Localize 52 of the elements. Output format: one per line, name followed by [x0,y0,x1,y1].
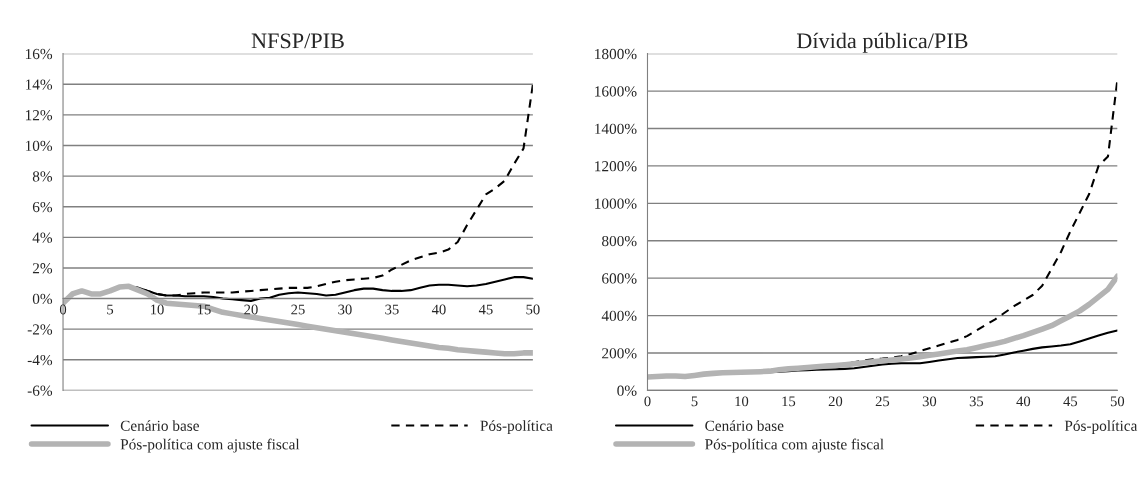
y-tick-label: -4% [27,354,53,366]
x-tick-label: 40 [431,304,446,315]
x-tick-label: 0 [644,396,651,407]
y-tick-label: 10% [25,140,53,152]
chart-title: Dívida pública/PIB [796,32,968,53]
x-tick-label: 5 [691,396,698,407]
chart-title: NFSP/PIB [251,33,344,49]
x-tick-label: 40 [1016,396,1031,407]
legend-label: Pós-política com ajuste fiscal [705,438,884,453]
y-tick-label: 200% [602,348,637,359]
x-tick-label: 10 [735,396,749,407]
legend-label: Pós-política com ajuste fiscal [120,438,300,453]
legend-label: Cenário base [120,420,199,431]
y-tick-label: 8% [32,171,53,182]
x-tick-label: 30 [922,396,937,407]
x-tick-label: 15 [782,396,796,407]
y-tick-label: 0% [617,385,637,396]
x-tick-label: 35 [385,304,399,315]
legend-label: Pós-política [480,420,553,435]
x-tick-label: 15 [197,304,211,315]
y-tick-label: 800% [602,235,637,247]
x-tick-label: 25 [291,304,305,315]
y-tick-label: -6% [27,385,53,396]
legend-label: Pós-política [1064,420,1138,435]
x-tick-label: 5 [107,304,114,315]
x-tick-label: 20 [244,304,258,315]
y-tick-label: 1800% [595,48,637,60]
x-tick-label: 45 [1063,396,1078,407]
y-tick-label: 1400% [595,123,637,135]
x-tick-label: 0 [59,304,67,315]
x-tick-label: 10 [150,304,164,315]
y-tick-label: 400% [601,310,637,322]
x-tick-label: 30 [338,304,352,315]
y-tick-label: 0% [32,293,53,305]
y-tick-label: 2% [32,263,53,274]
y-tick-label: 14% [25,79,53,90]
x-tick-label: 25 [875,396,890,407]
x-tick-label: 35 [969,396,984,407]
x-tick-label: 20 [828,396,843,407]
y-tick-label: -2% [27,324,53,335]
y-tick-label: 600% [602,273,637,284]
y-tick-label: 12% [25,110,53,121]
y-tick-label: 1600% [595,86,637,97]
y-tick-label: 1200% [595,161,637,172]
y-tick-label: 4% [32,232,53,243]
legend-label: Cenário base [705,420,784,431]
x-tick-label: 50 [1110,396,1125,407]
y-tick-label: 1000% [595,198,637,209]
y-tick-label: 16% [25,48,53,60]
x-tick-label: 45 [478,304,493,315]
y-tick-label: 6% [32,201,53,213]
x-tick-label: 50 [526,304,540,315]
